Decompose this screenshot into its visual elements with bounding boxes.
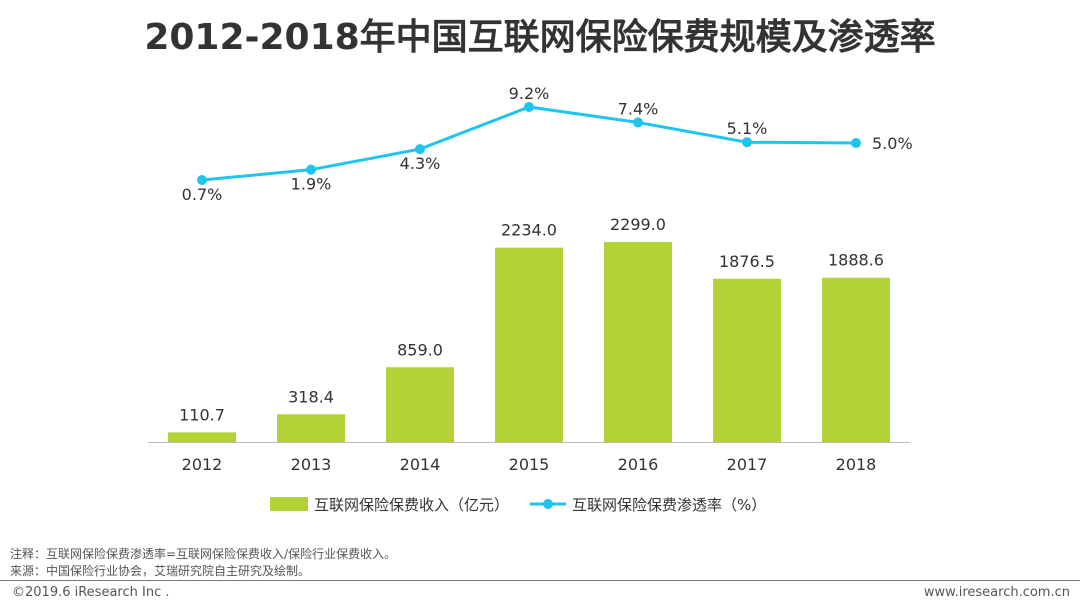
x-tick-label: 2014	[400, 455, 441, 474]
chart-title: 2012-2018年中国互联网保险保费规模及渗透率	[144, 17, 936, 58]
bar-data-label: 2234.0	[501, 221, 557, 240]
line-data-label: 4.3%	[400, 154, 441, 173]
line-data-label: 0.7%	[182, 185, 223, 204]
source-text: 来源：中国保险行业协会，艾瑞研究院自主研究及绘制。	[10, 564, 311, 578]
x-tick-label: 2015	[509, 455, 550, 474]
line-point	[633, 117, 643, 128]
x-tick-label: 2017	[727, 455, 768, 474]
bar	[713, 278, 781, 442]
bar	[277, 414, 345, 442]
combo-chart: 110.7 2012 318.4 2013 859.0 2014 2234.0 2015 229…	[148, 84, 913, 514]
line-data-label: 7.4%	[618, 99, 659, 118]
bar-data-label: 1888.6	[828, 251, 884, 270]
line-series	[201, 105, 857, 182]
website: www.iresearch.com.cn	[923, 585, 1070, 600]
bar-data-label: 1876.5	[719, 252, 775, 271]
bar-data-label: 318.4	[288, 387, 334, 406]
x-tick-label: 2018	[836, 455, 877, 474]
copyright: ©2019.6 iResearch Inc .	[12, 585, 170, 600]
line-point	[306, 164, 316, 175]
line-point	[415, 144, 425, 155]
line-point	[197, 174, 207, 185]
legend-bar-label: 互联网保险保费收入（亿元）	[314, 496, 509, 514]
legend-bar-swatch	[270, 497, 308, 511]
line-data-label: 1.9%	[291, 175, 332, 194]
bar	[604, 242, 672, 442]
bar	[822, 277, 890, 442]
line-point	[742, 137, 752, 148]
x-tick-label: 2016	[618, 455, 659, 474]
note-text: 注释：互联网保险保费渗透率=互联网保险保费收入/保险行业保费收入。	[10, 547, 397, 561]
line-data-label: 5.1%	[727, 119, 768, 138]
line-data-label: 9.2%	[509, 84, 550, 103]
line-data-label: 5.0%	[872, 134, 913, 153]
line-point	[851, 138, 861, 149]
bar-data-label: 859.0	[397, 340, 443, 359]
bar	[386, 367, 454, 442]
line-point	[524, 101, 534, 112]
x-tick-label: 2012	[182, 455, 223, 474]
x-tick-label: 2013	[291, 455, 332, 474]
legend-line-label: 互联网保险保费渗透率（%）	[572, 496, 766, 514]
footer-divider	[0, 580, 1080, 581]
bar	[495, 247, 563, 442]
bar-data-label: 2299.0	[610, 215, 666, 234]
legend-line-marker	[543, 499, 553, 509]
bar	[168, 432, 236, 442]
bar-data-label: 110.7	[179, 405, 225, 424]
